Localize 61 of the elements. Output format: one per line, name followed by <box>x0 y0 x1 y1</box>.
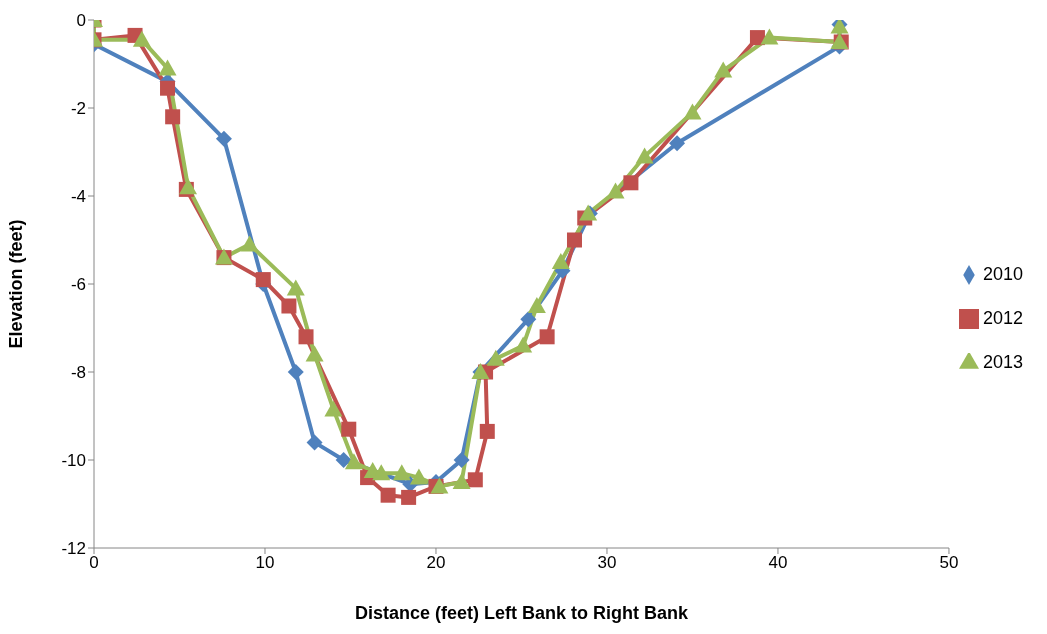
point <box>479 423 495 439</box>
y-tick-label: -10 <box>61 451 86 471</box>
point <box>255 272 271 288</box>
point <box>409 468 428 485</box>
x-axis-title: Distance (feet) Left Bank to Right Bank <box>354 602 689 623</box>
y-tick-label: -8 <box>70 363 86 383</box>
x-tick-label: 20 <box>426 553 446 573</box>
point <box>306 434 323 451</box>
point <box>669 135 686 152</box>
legend-label: 2013 <box>982 352 1023 372</box>
point <box>392 464 411 481</box>
point <box>298 329 314 345</box>
point <box>281 298 297 314</box>
point <box>749 30 765 46</box>
point <box>158 59 177 76</box>
legend-label: 2010 <box>982 264 1023 284</box>
point <box>566 232 582 248</box>
point <box>344 453 363 470</box>
x-tick-label: 10 <box>255 553 275 573</box>
point <box>335 452 352 468</box>
point <box>286 279 305 296</box>
y-tick-label: -4 <box>70 187 86 207</box>
point <box>341 421 357 437</box>
point <box>179 178 198 195</box>
point <box>430 477 449 494</box>
point <box>160 80 176 96</box>
point <box>486 349 505 366</box>
point <box>520 311 537 328</box>
point <box>467 472 483 488</box>
point <box>165 109 181 125</box>
point <box>635 147 654 164</box>
point <box>539 329 555 345</box>
point <box>240 235 259 252</box>
point <box>401 489 417 505</box>
point <box>380 487 396 503</box>
point <box>453 452 470 468</box>
point <box>324 400 343 417</box>
y-tick-label: -12 <box>61 539 86 559</box>
legend-label: 2012 <box>982 308 1023 328</box>
point <box>551 253 570 269</box>
x-tick-label: 50 <box>939 553 959 573</box>
point <box>714 61 733 78</box>
point <box>305 345 324 362</box>
point <box>132 30 151 47</box>
y-tick-label: -6 <box>70 275 86 295</box>
point <box>452 473 471 489</box>
point <box>606 182 625 199</box>
point <box>372 464 391 481</box>
point <box>215 130 232 147</box>
point <box>514 336 533 353</box>
x-tick-label: 0 <box>89 553 99 573</box>
point <box>527 297 546 313</box>
x-tick-label: 40 <box>768 553 788 573</box>
y-tick-label: -2 <box>70 99 86 119</box>
point <box>683 103 702 120</box>
point <box>287 364 304 380</box>
y-axis-title: Elevation (feet) <box>6 219 27 349</box>
point <box>760 28 779 45</box>
x-tick-label: 30 <box>597 553 617 573</box>
y-tick-label: 0 <box>76 11 86 31</box>
point <box>623 175 639 191</box>
